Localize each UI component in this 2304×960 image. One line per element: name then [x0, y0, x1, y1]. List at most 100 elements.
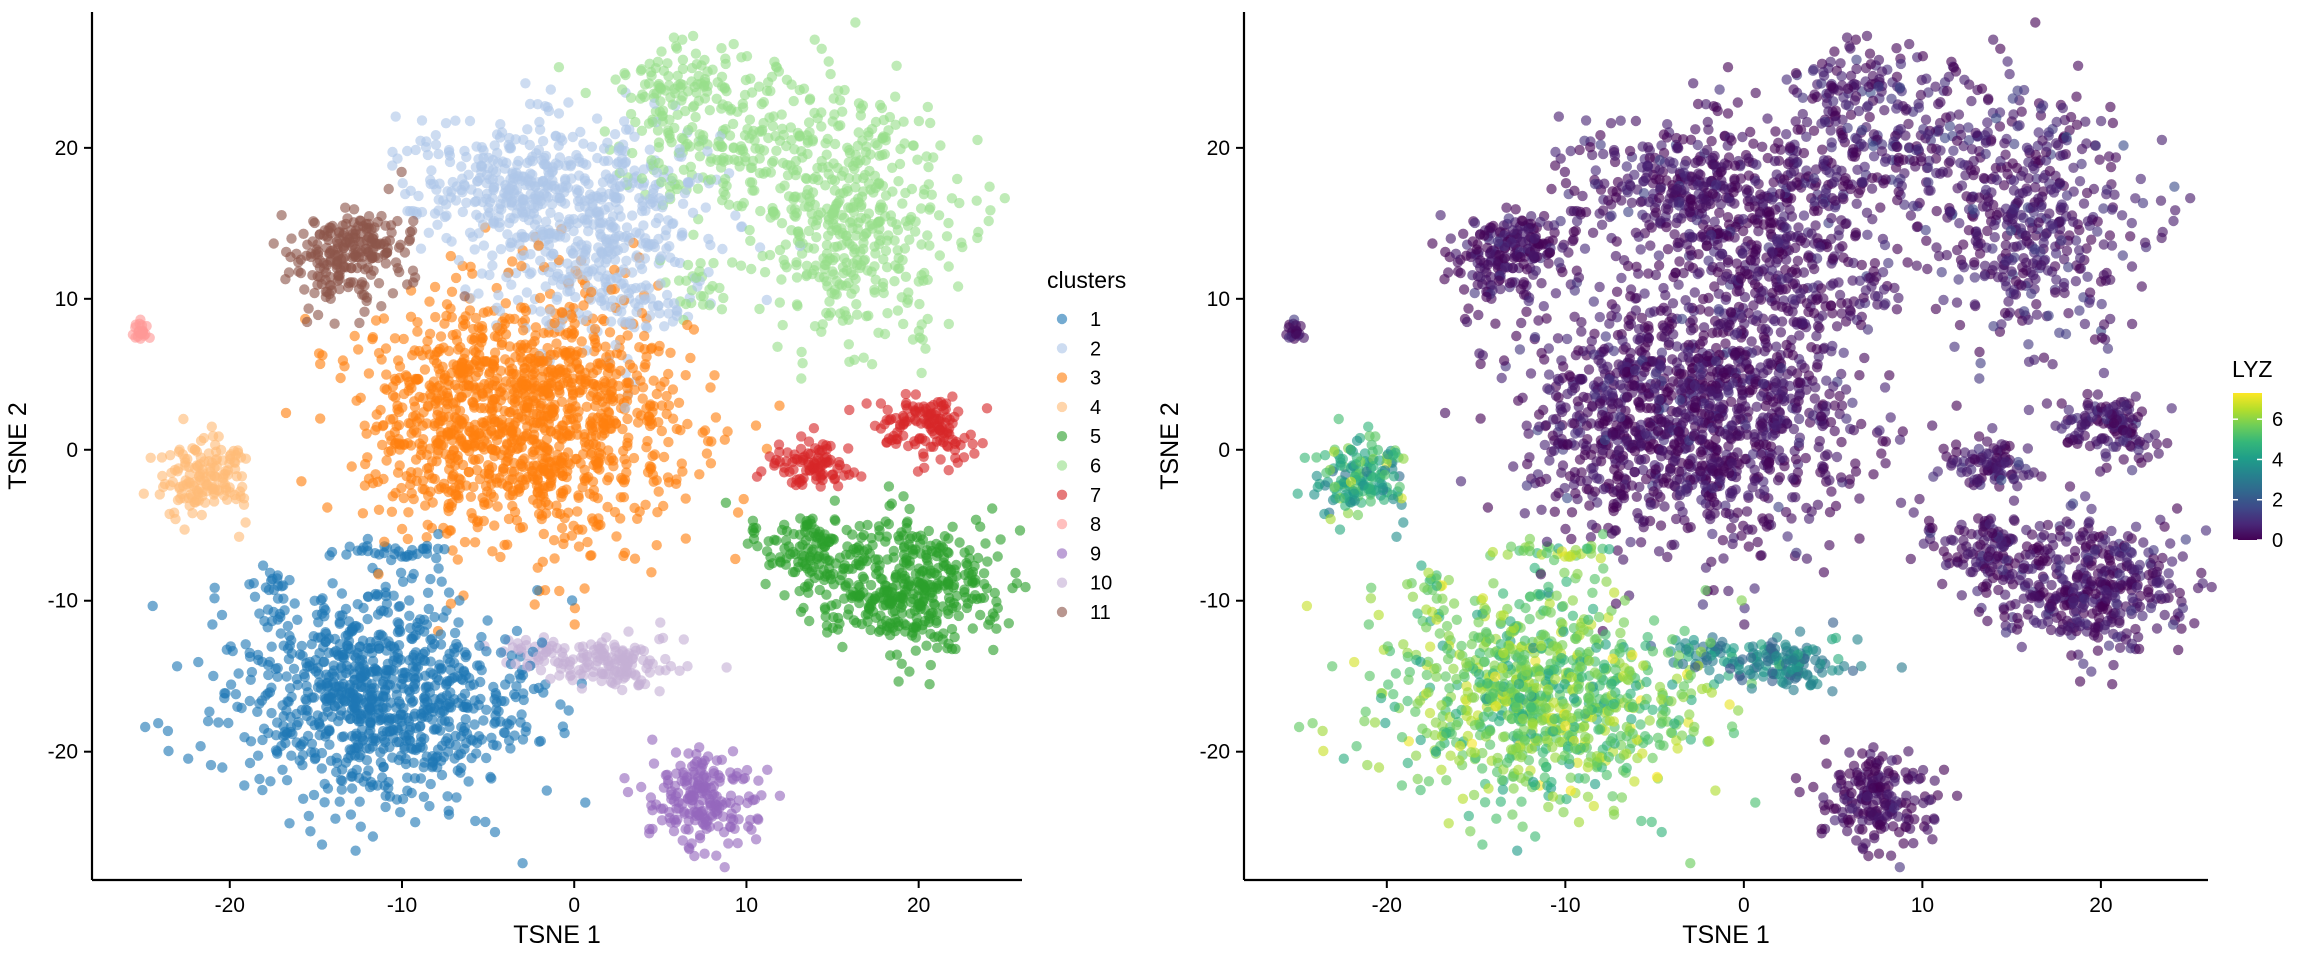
data-point [479, 444, 490, 455]
data-point [809, 34, 820, 45]
data-point [866, 532, 877, 544]
data-point [524, 98, 536, 110]
data-point [365, 719, 376, 731]
data-point [324, 739, 335, 750]
data-point [486, 426, 497, 437]
data-point [887, 162, 898, 173]
data-point [207, 619, 218, 630]
data-point [913, 115, 925, 127]
data-point [604, 327, 616, 338]
data-point [487, 546, 498, 557]
data-point [295, 267, 307, 279]
data-point [833, 85, 844, 96]
data-point [678, 133, 689, 145]
data-point [979, 578, 990, 590]
data-point [544, 456, 556, 468]
data-point [404, 595, 415, 606]
data-point [821, 307, 832, 319]
data-point [338, 253, 349, 264]
data-point [892, 305, 904, 316]
data-point [753, 81, 765, 92]
data-point [827, 266, 838, 277]
data-point [761, 166, 772, 177]
data-point [846, 288, 857, 299]
data-point [759, 267, 771, 278]
data-point [992, 602, 1003, 614]
data-point [804, 615, 815, 627]
data-point [646, 567, 657, 578]
data-point [870, 274, 881, 285]
data-point [832, 481, 844, 492]
data-point [459, 145, 470, 157]
data-point [738, 493, 749, 505]
data-point [690, 48, 702, 59]
data-point [616, 350, 627, 361]
data-point [654, 253, 666, 264]
data-point [617, 84, 628, 95]
data-point [385, 664, 397, 675]
data-point [573, 490, 584, 501]
data-point [517, 734, 529, 745]
data-point [444, 150, 456, 161]
data-point [732, 838, 743, 849]
data-point [995, 534, 1006, 545]
data-point [680, 533, 691, 544]
data-point [517, 522, 529, 533]
data-point [397, 402, 408, 413]
data-point [761, 546, 773, 557]
data-point [450, 195, 462, 206]
data-point [947, 572, 958, 584]
data-point [849, 163, 860, 175]
data-point [573, 170, 585, 181]
data-point [912, 466, 924, 477]
data-point [609, 506, 621, 518]
data-point [745, 73, 756, 84]
data-point [516, 260, 527, 272]
data-point [394, 361, 406, 372]
data-point [892, 224, 904, 236]
data-point [941, 231, 953, 242]
data-point [829, 109, 840, 120]
data-point [579, 255, 591, 266]
data-point [969, 448, 980, 459]
data-point [757, 250, 768, 262]
data-point [545, 673, 556, 684]
data-point [791, 257, 802, 268]
data-point [409, 345, 420, 356]
data-point [833, 121, 844, 132]
data-point [445, 687, 456, 698]
data-point [665, 252, 676, 263]
data-point [422, 587, 434, 598]
data-point [851, 309, 863, 320]
data-point [727, 746, 739, 757]
data-point [694, 742, 705, 753]
data-point [700, 202, 711, 213]
data-point [409, 683, 420, 695]
data-point [289, 598, 300, 609]
data-point [647, 734, 658, 745]
data-point [430, 311, 441, 323]
data-point [542, 179, 553, 190]
data-point [556, 522, 568, 534]
data-point [414, 391, 425, 403]
data-point [587, 378, 598, 389]
data-point [522, 124, 533, 135]
data-point [983, 215, 994, 227]
data-point [750, 420, 762, 431]
data-point [354, 796, 365, 807]
data-point [553, 61, 565, 73]
data-point [972, 232, 983, 244]
data-point [470, 815, 481, 827]
data-point [814, 550, 825, 561]
data-point [772, 341, 783, 352]
data-point [655, 278, 666, 289]
data-point [610, 231, 621, 243]
data-point [721, 180, 732, 192]
data-point [494, 132, 506, 143]
data-point [808, 423, 820, 434]
data-point [195, 435, 207, 446]
data-point [655, 381, 666, 392]
data-point [476, 631, 487, 643]
data-point [588, 516, 599, 527]
data-point [566, 309, 577, 320]
